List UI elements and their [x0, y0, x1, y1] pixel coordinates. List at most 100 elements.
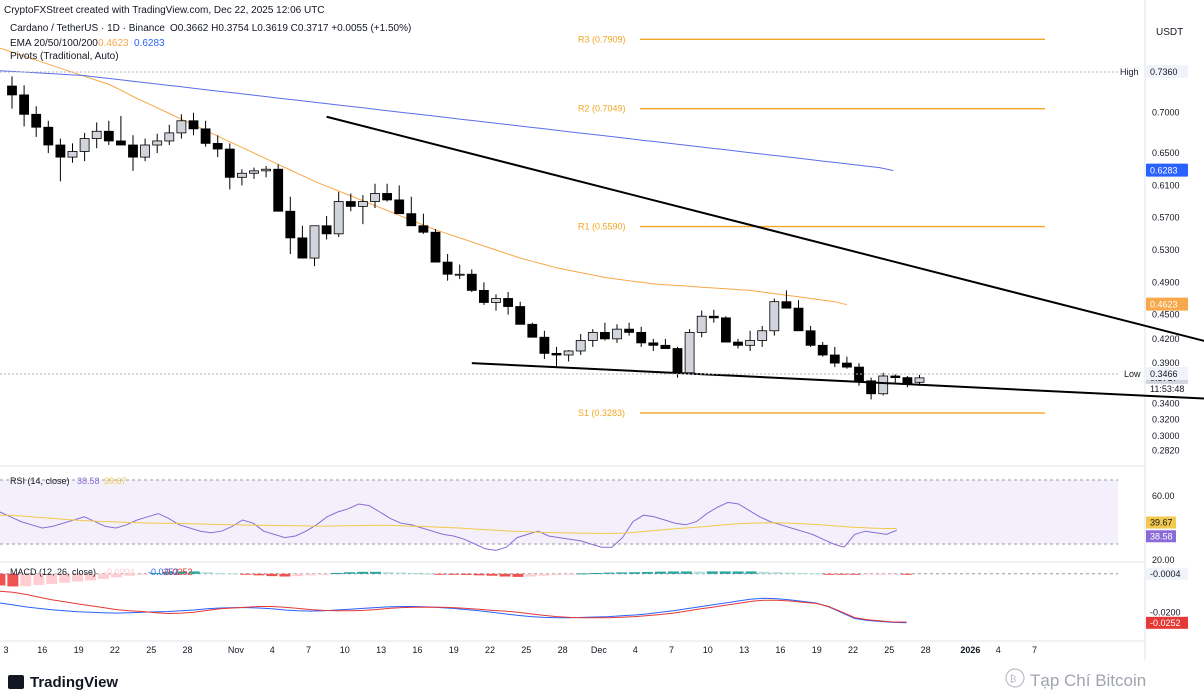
macd-histogram-bar — [33, 573, 45, 586]
time-tick: 7 — [669, 645, 674, 655]
time-tick: 22 — [110, 645, 120, 655]
time-tick: 4 — [633, 645, 638, 655]
pivot-label: R2 (0.7049) — [578, 104, 626, 114]
candle-up — [563, 350, 574, 356]
candle-up — [140, 144, 151, 158]
rsi-tick: 60.00 — [1152, 491, 1175, 501]
macd-histogram-bar — [382, 572, 394, 574]
time-tick: 10 — [340, 645, 350, 655]
tradingview-brand: TradingView — [30, 674, 118, 691]
candle-up — [454, 273, 465, 276]
macd-histogram-bar — [434, 573, 446, 575]
watermark-icon — [1005, 668, 1025, 688]
macd-histogram-bar — [253, 573, 265, 576]
candle-up — [696, 315, 707, 333]
time-tick: Nov — [228, 645, 245, 655]
candle-down — [43, 126, 54, 146]
time-tick: 7 — [306, 645, 311, 655]
macd-signal-tag: -0.0252 — [1150, 618, 1181, 628]
ema200-line — [0, 70, 894, 172]
trendline-support — [471, 362, 1204, 400]
macd-histogram-bar — [486, 573, 498, 576]
macd-histogram-bar — [629, 572, 641, 574]
macd-histogram-bar — [810, 573, 822, 575]
macd-histogram-bar — [305, 573, 317, 576]
macd-histogram-bar — [784, 572, 796, 574]
ema200-legend-value: 0.6283 — [134, 38, 165, 49]
candle-up — [575, 340, 586, 352]
low-label: Low — [1124, 369, 1141, 379]
time-tick: 19 — [74, 645, 84, 655]
candle-down — [394, 199, 405, 215]
macd-pane: -0.0200 -0.0004 -0.0252 — [0, 567, 1188, 629]
macd-histogram-bar — [110, 573, 122, 578]
price-tick: 0.5300 — [1152, 245, 1180, 255]
price-tick: 0.3000 — [1152, 431, 1180, 441]
candle-up — [249, 170, 259, 174]
candle-down — [829, 354, 840, 364]
macd-histogram-bar — [370, 571, 382, 574]
candle-down — [636, 331, 647, 344]
candle-down — [273, 168, 284, 212]
macd-legend-label[interactable]: MACD (12, 26, close) — [10, 567, 96, 577]
time-tick: 16 — [775, 645, 785, 655]
candle-up — [91, 130, 102, 139]
macd-histogram-bar — [59, 573, 71, 583]
macd-histogram-bar — [680, 571, 692, 574]
macd-histogram-bar — [318, 573, 330, 575]
candle-down — [733, 341, 743, 346]
macd-histogram-bar — [577, 573, 589, 575]
candle-down — [793, 307, 804, 332]
time-axis: 3 16 19 22 25 28 Nov 4 7 10 13 16 19 22 25 28 Dec 4 7 10 13 1… — [3, 645, 1037, 655]
signal-legend-value: -0.0252 — [162, 567, 193, 577]
rsi-pane: 60.00 20.00 39.67 38.58 — [0, 479, 1176, 565]
time-tick: 28 — [182, 645, 192, 655]
time-tick: 22 — [848, 645, 858, 655]
rsi-legend-value: 38.58 — [77, 476, 100, 486]
time-tick: 13 — [376, 645, 386, 655]
price-tick: 0.6100 — [1152, 180, 1180, 190]
candle-down — [7, 85, 17, 96]
time-tick: 25 — [521, 645, 531, 655]
pivots-legend-label[interactable]: Pivots (Traditional, Auto) — [10, 51, 119, 62]
candle-down — [551, 352, 562, 356]
price-tick: 0.7000 — [1152, 108, 1180, 118]
candle-down — [103, 130, 114, 142]
rsi-ma-line — [0, 514, 897, 534]
macd-histogram-bar — [395, 572, 407, 574]
candle-up — [176, 120, 187, 134]
price-tick: 0.4900 — [1152, 277, 1180, 287]
candle-down — [527, 323, 538, 338]
symbol-title[interactable]: Cardano / TetherUS · 1D · Binance — [10, 23, 165, 34]
countdown: 11:53:48 — [1150, 384, 1184, 394]
candle-down — [19, 94, 30, 115]
macd-histogram-bar — [201, 572, 213, 574]
macd-histogram-bar — [654, 571, 666, 574]
price-tick: 0.6500 — [1152, 148, 1180, 158]
watermark-icon-glyph: ₿ — [1010, 674, 1017, 684]
candle-up — [684, 331, 695, 374]
tradingview-logo[interactable]: TradingView — [8, 674, 118, 691]
ema-legend-label[interactable]: EMA 20/50/100/200 — [10, 38, 98, 49]
candle-down — [708, 315, 719, 319]
pivot-label: S1 (0.3283) — [578, 408, 625, 418]
price-tick: 0.4200 — [1152, 334, 1180, 344]
macd-histogram-bar — [771, 572, 783, 574]
currency-label[interactable]: USDT — [1156, 27, 1183, 38]
macd-histogram-bar — [162, 571, 174, 574]
time-tick: 28 — [558, 645, 568, 655]
candle-up — [309, 225, 320, 259]
candle-down — [430, 231, 441, 263]
ema50-price-tag: 0.4623 — [1150, 300, 1178, 310]
rsi-legend-label[interactable]: RSI (14, close) — [10, 476, 70, 486]
macd-histogram-bar — [667, 571, 679, 574]
macd-histogram-bar — [447, 573, 459, 575]
macd-histogram-bar — [512, 573, 524, 577]
macd-histogram-bar — [214, 573, 226, 575]
trendline-resistance — [326, 115, 1204, 342]
time-tick: 10 — [703, 645, 713, 655]
macd-histogram-bar — [46, 573, 58, 584]
candle-down — [382, 193, 393, 201]
low-value-bg — [1146, 367, 1188, 380]
